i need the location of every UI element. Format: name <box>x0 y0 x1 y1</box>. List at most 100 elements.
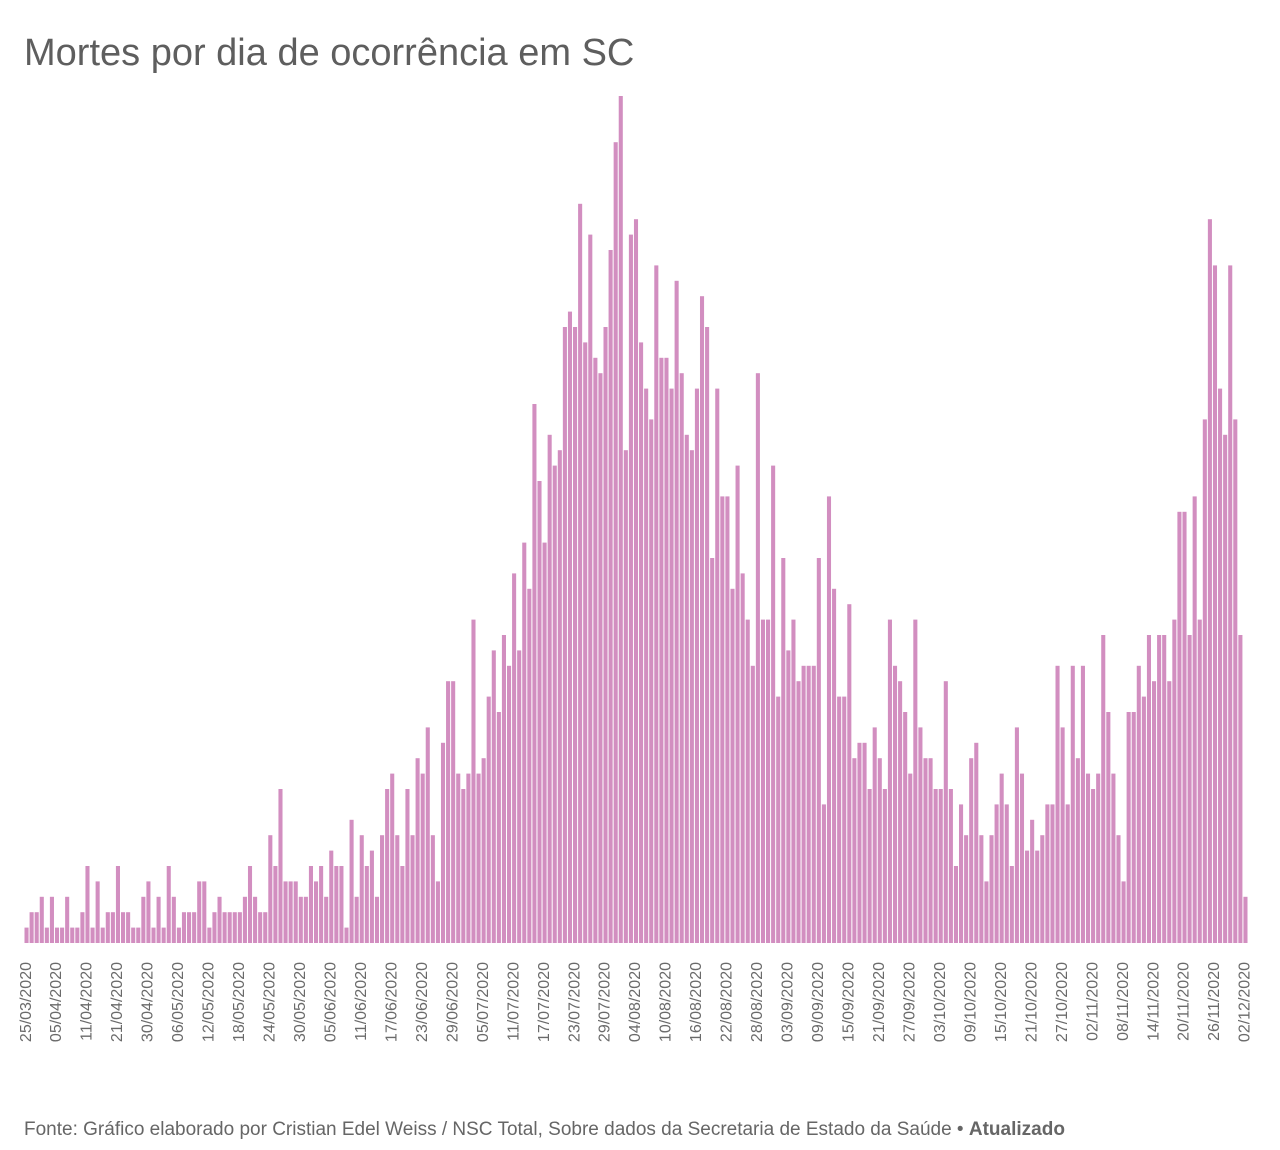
bar <box>405 789 410 943</box>
x-tick-label: 25/03/2020 <box>18 962 35 1042</box>
bar <box>542 542 547 943</box>
bar <box>334 866 339 943</box>
bar <box>791 619 796 943</box>
bar <box>451 681 456 943</box>
bar <box>298 896 303 943</box>
bar <box>232 912 237 943</box>
bar <box>395 835 400 943</box>
x-tick-label: 17/06/2020 <box>383 962 400 1042</box>
bar <box>44 927 49 943</box>
bar <box>75 927 80 943</box>
bar <box>85 866 90 943</box>
bar <box>1146 635 1152 943</box>
bar <box>557 450 562 943</box>
bar <box>1106 712 1111 943</box>
bar <box>466 773 471 943</box>
bar <box>796 681 801 943</box>
bar <box>1101 635 1106 943</box>
x-tick-label: 29/07/2020 <box>597 962 614 1042</box>
bar <box>801 665 806 943</box>
bar <box>715 388 720 944</box>
bar <box>1187 635 1192 943</box>
bar <box>39 896 44 943</box>
bar <box>339 866 344 943</box>
bar <box>237 912 242 943</box>
bar <box>501 635 506 943</box>
bar <box>1162 635 1167 943</box>
bar <box>633 219 639 943</box>
bar <box>415 758 420 943</box>
bar <box>842 696 847 943</box>
bar <box>1152 681 1157 943</box>
bar <box>1218 388 1223 944</box>
bar <box>532 404 537 943</box>
bar <box>461 789 466 943</box>
bar <box>1141 696 1146 943</box>
bar <box>613 142 618 943</box>
bar <box>100 927 105 943</box>
x-tick-label: 15/09/2020 <box>841 962 858 1042</box>
bar <box>903 712 908 943</box>
x-tick-label: 04/08/2020 <box>627 962 644 1042</box>
bar <box>131 927 136 943</box>
bar <box>918 727 923 943</box>
bar <box>1202 419 1207 943</box>
bar <box>547 434 552 943</box>
bar <box>994 804 999 943</box>
bar <box>1121 881 1126 943</box>
bar <box>435 881 440 943</box>
bar <box>974 742 979 943</box>
x-tick-label: 09/09/2020 <box>810 962 827 1042</box>
bar <box>908 773 913 943</box>
bar <box>898 681 903 943</box>
bar <box>420 773 425 943</box>
bar <box>948 789 953 943</box>
bar <box>882 789 887 943</box>
bar <box>1035 850 1040 943</box>
bar <box>29 912 34 943</box>
bar <box>207 927 212 943</box>
bar <box>1182 511 1187 943</box>
bar <box>811 665 816 943</box>
bar <box>837 696 842 943</box>
bar <box>1212 265 1218 943</box>
bar <box>369 850 374 943</box>
bar <box>471 619 476 943</box>
bar <box>354 896 359 943</box>
x-tick-label: 03/10/2020 <box>932 962 949 1042</box>
x-tick-label: 23/07/2020 <box>566 962 583 1042</box>
x-tick-label: 11/04/2020 <box>79 962 96 1041</box>
bar <box>313 881 319 943</box>
bar <box>390 773 395 943</box>
bar <box>481 758 486 943</box>
bar <box>512 573 517 943</box>
bar <box>324 896 329 943</box>
bar <box>567 311 573 944</box>
bar <box>623 450 628 943</box>
x-tick-label: 08/11/2020 <box>1115 962 1132 1041</box>
x-tick-label: 21/10/2020 <box>1023 962 1040 1042</box>
bar <box>654 265 659 943</box>
bar <box>644 388 649 944</box>
bar <box>821 804 826 943</box>
bar <box>374 896 380 943</box>
bar <box>593 357 598 943</box>
bar <box>95 881 100 943</box>
bar <box>364 866 369 943</box>
bar <box>781 558 786 943</box>
bar <box>456 773 461 943</box>
bar <box>628 234 633 944</box>
bar <box>506 665 512 943</box>
bar <box>192 912 197 943</box>
bar <box>60 927 65 943</box>
bar <box>1238 635 1243 943</box>
bar <box>181 912 187 943</box>
bar <box>725 496 730 943</box>
bar <box>1019 773 1025 943</box>
bar <box>689 450 694 943</box>
bar <box>694 388 699 944</box>
bar <box>877 758 882 943</box>
bar <box>486 696 491 943</box>
